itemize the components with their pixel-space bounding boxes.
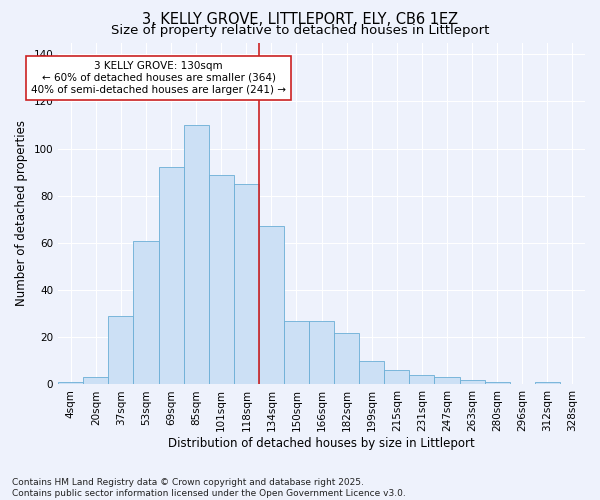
Bar [385, 370, 409, 384]
X-axis label: Distribution of detached houses by size in Littleport: Distribution of detached houses by size … [168, 437, 475, 450]
Y-axis label: Number of detached properties: Number of detached properties [15, 120, 28, 306]
Bar [485, 382, 510, 384]
Bar [109, 316, 133, 384]
Bar [209, 174, 234, 384]
Text: 3, KELLY GROVE, LITTLEPORT, ELY, CB6 1EZ: 3, KELLY GROVE, LITTLEPORT, ELY, CB6 1EZ [142, 12, 458, 28]
Bar [133, 240, 158, 384]
Bar [83, 378, 109, 384]
Bar [58, 382, 83, 384]
Text: 3 KELLY GROVE: 130sqm
← 60% of detached houses are smaller (364)
40% of semi-det: 3 KELLY GROVE: 130sqm ← 60% of detached … [31, 62, 286, 94]
Bar [158, 168, 184, 384]
Bar [359, 361, 385, 384]
Bar [259, 226, 284, 384]
Bar [460, 380, 485, 384]
Bar [434, 378, 460, 384]
Bar [184, 125, 209, 384]
Bar [309, 321, 334, 384]
Bar [409, 375, 434, 384]
Bar [535, 382, 560, 384]
Bar [234, 184, 259, 384]
Text: Size of property relative to detached houses in Littleport: Size of property relative to detached ho… [111, 24, 489, 37]
Text: Contains HM Land Registry data © Crown copyright and database right 2025.
Contai: Contains HM Land Registry data © Crown c… [12, 478, 406, 498]
Bar [284, 321, 309, 384]
Bar [334, 332, 359, 384]
